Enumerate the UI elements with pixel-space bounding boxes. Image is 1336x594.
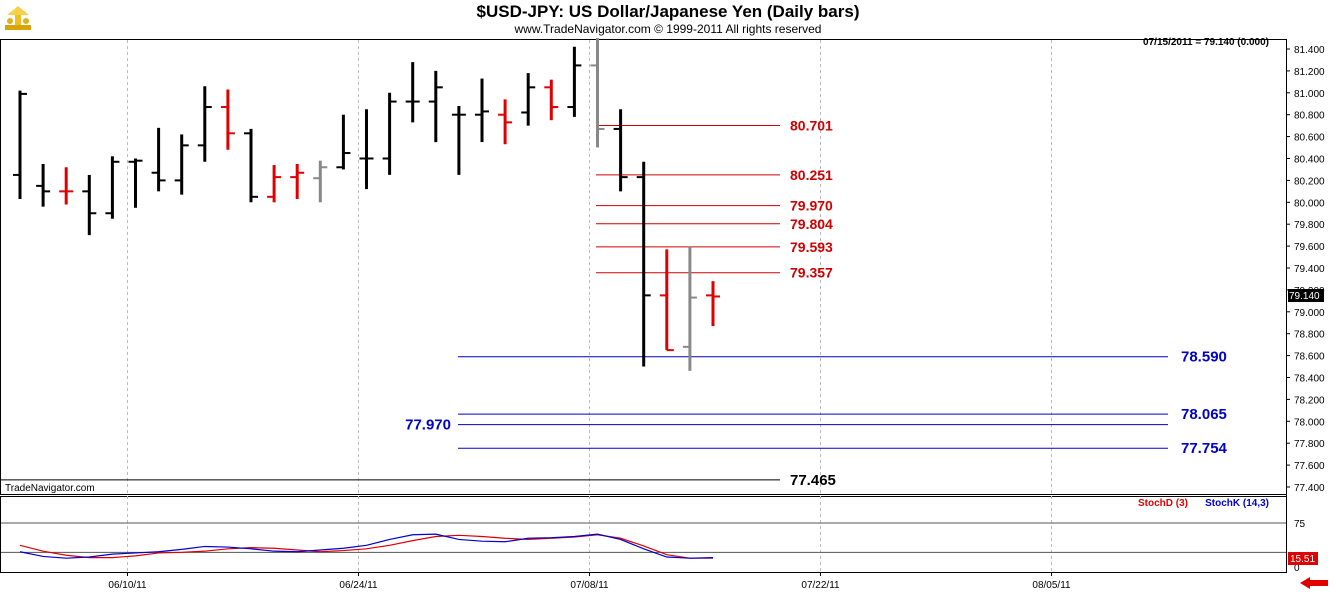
ohlc-bar [706,281,720,327]
ohlc-bar [220,89,235,150]
last-stoch-label: 15.51 [1290,554,1315,565]
support-label: 77.754 [1181,440,1228,457]
ohlc-bar [659,249,674,352]
last-readout: 07/15/2011 = 79.140 (0.000) [1143,37,1269,48]
ohlc-bar [151,127,166,192]
copyright-line: www.TradeNavigator.com © 1999-2011 All r… [514,22,822,36]
ohlc-bar [336,114,351,170]
x-tick-label: 07/22/11 [801,580,840,591]
stoch-k-legend: StochK (14,3) [1205,498,1269,509]
y-tick-label: 78.400 [1294,374,1325,385]
ohlc-bar [105,156,120,219]
y-tick-label: 80.200 [1294,176,1325,187]
y-tick-label: 79.000 [1294,308,1325,319]
resistance-label: 79.970 [790,198,833,214]
ohlc-bar [313,160,328,203]
ohlc-bar [475,78,489,143]
ohlc-bar [128,158,143,208]
y-tick-label: 79.400 [1294,264,1325,275]
y-tick-label: 81.200 [1294,67,1325,78]
ohlc-bar [428,70,443,143]
x-tick-label: 08/05/11 [1032,580,1071,591]
y-tick-label: 77.800 [1294,439,1325,450]
resistance-label: 79.357 [790,265,833,281]
ohlc-bar [359,109,374,190]
ohlc-bar [451,105,466,175]
y-tick-label: 77.400 [1294,483,1325,494]
stoch-d-legend: StochD (3) [1138,498,1188,509]
y-tick-label: 80.000 [1294,198,1325,209]
ohlc-bar [244,128,258,203]
chart-title: $USD-JPY: US Dollar/Japanese Yen (Daily … [476,2,860,21]
ohlc-bar [197,86,212,162]
y-tick-label: 78.800 [1294,330,1325,341]
y-tick-label: 78.200 [1294,395,1325,406]
ohlc-bar [498,99,513,145]
y-tick-label: 81.400 [1294,45,1325,56]
ohlc-bar [590,38,605,148]
ohlc-bar [382,92,397,175]
resistance-label: 80.251 [790,167,833,183]
x-tick-label: 06/24/11 [339,580,378,591]
y-tick-label: 81.000 [1294,89,1325,100]
y-tick-label: 79.600 [1294,242,1325,253]
y-tick-label: 79.800 [1294,220,1325,231]
watermark: TradeNavigator.com [5,483,95,494]
ohlc-bar [174,134,189,195]
resistance-label: 79.804 [790,216,833,232]
stoch-y-tick-label: 0 [1294,563,1300,574]
y-tick-label: 80.600 [1294,133,1325,144]
ohlc-bar [36,163,51,207]
stoch-k-line [19,533,714,559]
y-tick-label: 77.600 [1294,461,1325,472]
support-label: 78.590 [1181,349,1227,366]
y-tick-label: 80.400 [1294,155,1325,166]
y-tick-label: 78.600 [1294,352,1325,363]
x-tick-label: 07/08/11 [570,580,609,591]
support-label: 77.465 [790,472,836,489]
ohlc-bar [544,79,559,121]
stochastic-panel-frame [0,496,1287,573]
support-label: 78.065 [1181,406,1227,423]
ohlc-bar [636,161,651,367]
ohlc-bar [59,167,74,205]
y-tick-label: 80.800 [1294,111,1325,122]
ohlc-bar [521,73,536,126]
trade-navigator-logo-icon [5,6,31,30]
x-tick-label: 06/10/11 [108,580,147,591]
ohlc-bar [13,90,27,200]
ohlc-bar [405,62,420,123]
ohlc-bar [613,109,628,192]
ohlc-bar [682,246,697,371]
stoch-y-tick-label: 75 [1294,519,1306,530]
y-tick-label: 78.000 [1294,417,1325,428]
ohlc-bar [290,163,305,200]
ohlc-bar [567,46,582,117]
last-price-box [1288,289,1324,302]
resistance-label: 80.701 [790,118,833,134]
support-label: 77.970 [405,417,451,434]
ohlc-bar [82,174,97,236]
stoch-d-line [19,534,713,559]
ohlc-bar [267,165,282,203]
resistance-label: 79.593 [790,239,833,255]
last-stoch-box [1288,552,1318,565]
scroll-left-arrow-icon[interactable] [1300,577,1328,589]
last-price-label: 79.140 [1289,291,1320,302]
